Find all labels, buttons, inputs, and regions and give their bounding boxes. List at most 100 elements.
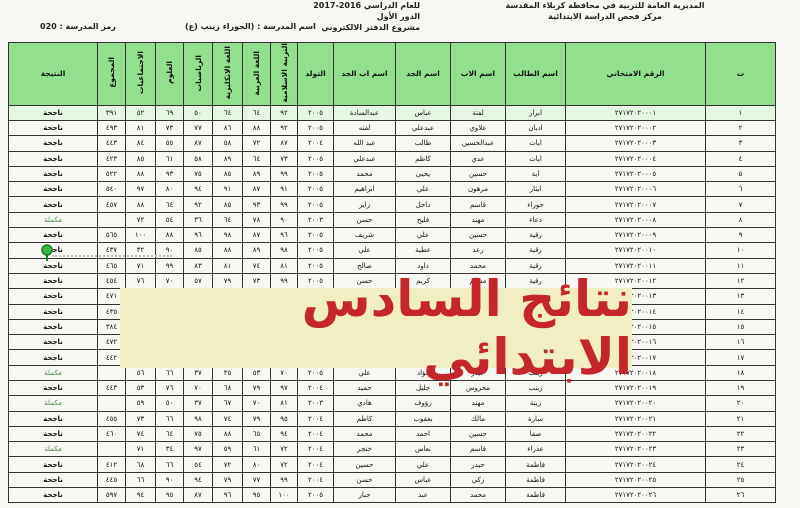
table-cell: ١٩ [705, 379, 776, 397]
table-cell: ١٨ [705, 364, 776, 381]
map-pin-icon [41, 244, 53, 261]
table-cell: قاسم [450, 196, 506, 213]
table-cell: ١٦ [705, 334, 776, 351]
table-cell: محمد [333, 165, 396, 183]
column-header: العلوم [155, 42, 184, 106]
table-cell: ٧٢ [125, 211, 156, 229]
table-cell: ٣ [705, 135, 776, 152]
results-table: ت الرقم الامتحاني اسم الطالب اسم الاب اسم ال… [8, 42, 776, 504]
table-cell: ٢٧١٧٢٠٢٠٠٠٤ [565, 150, 706, 167]
table-cell: ٩٥ [270, 410, 298, 427]
result-cell: مكملة [8, 441, 98, 458]
table-cell: محمد [333, 425, 396, 443]
table-cell: ٢٠٠٤ [297, 456, 334, 473]
table-cell: ابرار [505, 104, 566, 121]
table-cell: كاظم [395, 150, 451, 167]
table-cell: علي [333, 242, 396, 259]
table-cell: ٨٨ [242, 119, 271, 137]
table-cell: ٦٦ [155, 410, 184, 427]
column-header-label: الرقم الامتحاني [606, 69, 665, 79]
column-header: التربية الاسلامية [270, 42, 298, 106]
table-cell: ٥٢٢ [97, 165, 126, 183]
table-cell: ٥٢ [125, 104, 156, 121]
table-cell: ٩٣ [242, 196, 271, 213]
table-row: ٣ ٢٧١٧٢٠٢٠٠٠٣ ايات عبدالحسين طالب عبد الله ٢٠٠… [8, 135, 776, 152]
table-cell: ٩٩ [270, 471, 298, 489]
exam-info: للعام الدراسي 2016-2017 الدور الأول مشرو… [300, 0, 420, 33]
table-cell: رقية [505, 242, 566, 259]
center-name: مركز فحص الدراسة الابتدائية [548, 12, 662, 21]
directorate-header: المديرية العامة للتربية في محافظة كربلاء… [500, 0, 710, 22]
table-cell: عبد [395, 487, 451, 504]
table-cell: ٧٥ [183, 165, 213, 183]
table-cell: ٩٠ [270, 211, 298, 229]
table-cell: جبار [333, 487, 396, 504]
table-cell: شريف [333, 227, 396, 244]
table-cell: ١ [705, 104, 776, 121]
school-name: اسم المدرسة : (الحوراء زينب (ع) [185, 22, 316, 31]
result-cell: ناجحة [8, 272, 98, 290]
table-cell: فليح [395, 211, 451, 229]
exam-round: الدور الأول [376, 12, 420, 21]
table-cell: ٨٩ [212, 150, 243, 167]
table-cell: ٨٧ [242, 227, 271, 244]
table-row: ٢٥ ٢٧١٧٢٠٢٠٠٢٥ فاطمة زكي عباس حسن ٢٠٠٤ ٩٩ ٧٧ ٧٩ ٩٤… [8, 471, 776, 489]
result-cell: ناجحة [8, 349, 98, 366]
table-cell: ٢٧١٧٢٠٢٠٠٠٧ [565, 196, 706, 213]
table-cell: ٢٠٠٤ [297, 135, 334, 152]
table-cell: زاير [333, 196, 396, 213]
table-cell: ٥٠ [183, 104, 213, 121]
table-row: ١ ٢٧١٧٢٠٢٠٠٠١ ابرار لفتة عباس عبدالسادة ٢٠٠٥ ٩٢… [8, 104, 776, 121]
table-cell: حوراء [505, 196, 566, 213]
table-cell: يعقوب [395, 410, 451, 427]
table-cell: ٥٦٥ [97, 227, 126, 244]
table-cell: ٥٥ [155, 135, 184, 152]
table-cell: ٢٦ [705, 487, 776, 504]
table-cell: ٧ [705, 196, 776, 213]
table-cell: رقية [505, 257, 566, 274]
table-cell: ٢٧١٧٢٠٢٠٠٢٥ [565, 471, 706, 489]
table-cell: ٧٠ [242, 395, 271, 412]
table-cell: لفته [333, 119, 396, 137]
table-cell: ٢٧١٧٢٠٢٠٠٢٤ [565, 456, 706, 473]
table-cell: ٩٧ [125, 181, 156, 198]
table-cell: ٦٧ [212, 395, 243, 412]
table-cell: ١٧ [705, 349, 776, 366]
table-cell: عبدالسادة [333, 104, 396, 121]
table-cell: ٢٧١٧٢٠٢٠٠١٠ [565, 242, 706, 259]
table-cell: ٧٥ [183, 425, 213, 443]
table-cell: ٥٤٠ [97, 181, 126, 198]
table-cell: علي [395, 227, 451, 244]
table-cell: محمد [450, 487, 506, 504]
table-cell: لفتة [450, 104, 506, 121]
table-cell: ٤ [705, 150, 776, 167]
table-cell: ايات [505, 150, 566, 167]
table-cell: ٩٥ [242, 487, 271, 504]
table-cell: ٦٤ [242, 104, 271, 121]
table-cell: زينة [505, 395, 566, 412]
table-cell: زكي [450, 471, 506, 489]
table-cell: ٦٤ [155, 196, 184, 213]
table-cell: ٤١٢ [97, 456, 126, 473]
table-cell: حسين [450, 425, 506, 443]
table-cell: ٦١ [155, 150, 184, 167]
table-row: ٢ ٢٧١٧٢٠٢٠٠٠٢ اديان علاوي عبدعلي لفته ٢٠٠٥ ٩٢ ٨٨… [8, 119, 776, 137]
table-row: ٧ ٢٧١٧٢٠٢٠٠٠٧ حوراء قاسم داخل زاير ٢٠٠٥ ٩٩ ٩٣ ٨٥ ٩… [8, 196, 776, 213]
table-cell: ٢٠ [705, 395, 776, 412]
table-cell: مهند [450, 395, 506, 412]
table-cell: ٢٠٠٣ [297, 211, 334, 229]
directorate-name: المديرية العامة للتربية في محافظة كربلاء… [505, 1, 705, 10]
table-cell: ٤٦٠ [97, 425, 126, 443]
table-cell: اديان [505, 119, 566, 137]
table-row: ١٩ ٢٧١٧٢٠٢٠٠١٩ زينب محروس جليل حميد ٢٠٠٤ ٩٧ ٧٩ ٦٨… [8, 379, 776, 397]
table-cell: ٨٠ [242, 456, 271, 473]
table-cell: ١٥ [705, 318, 776, 336]
table-cell: ٢٠٠٤ [297, 410, 334, 427]
table-cell: اية [505, 165, 566, 183]
table-cell: ٢٧١٧٢٠٢٠٠٢٣ [565, 441, 706, 458]
table-cell: ٢ [705, 119, 776, 137]
table-row: ١٢ ٢٧١٧٢٠٢٠٠١٢ رقية مسلم كريم حسن ٢٠٠٥ ٩٩ ٧٣ ٧٩ ٥٧… [8, 272, 776, 290]
table-cell: حسن [333, 471, 396, 489]
table-cell: ٩٦ [270, 227, 298, 244]
table-cell: ٩٨ [212, 227, 243, 244]
